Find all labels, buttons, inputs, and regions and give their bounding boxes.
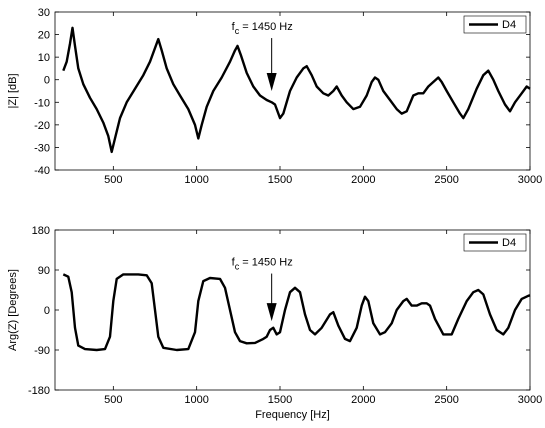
annotation: fc = 1450 Hz [232,21,293,36]
x-tick-label: 500 [104,394,122,406]
y-tick-label: 0 [44,75,50,87]
annotation-arrowhead [266,73,277,91]
x-tick-label: 500 [104,174,122,186]
y-tick-label: -20 [34,120,50,132]
axes-frame [54,11,531,171]
annotation-text: = 1450 Hz [239,21,293,33]
y-tick-label: 90 [38,265,50,277]
annotation-base: f [232,21,236,33]
annotation: fc = 1450 Hz [232,257,293,272]
y-tick-label: 10 [38,52,50,64]
y-axis-label: Arg(Z) [Degrees] [7,269,19,351]
x-tick-label: 2500 [434,394,458,406]
data-line [62,273,531,352]
y-tick-label: -180 [28,385,50,397]
y-tick-label: 180 [32,225,50,237]
x-tick-label: 2500 [434,174,458,186]
axes-frame [54,229,531,391]
x-tick-label: 3000 [518,174,542,186]
x-tick-label: 2000 [351,174,375,186]
legend-label: D4 [502,237,516,249]
legend-label: D4 [502,19,516,31]
y-tick-label: -10 [34,97,50,109]
y-axis-label: |Z| [dB] [7,73,19,108]
data-line [62,26,531,154]
annotation-base: f [232,257,236,269]
x-tick-label: 1000 [184,174,208,186]
x-tick-label: 3000 [518,394,542,406]
x-tick-label: 1000 [184,394,208,406]
y-tick-label: -30 [34,142,50,154]
x-tick-label: 1500 [268,174,292,186]
y-tick-label: 30 [38,7,50,19]
x-axis-label: Frequency [Hz] [255,409,330,421]
annotation-sub: c [235,26,240,36]
y-tick-label: -90 [34,345,50,357]
x-tick-label: 1500 [268,394,292,406]
x-tick-label: 2000 [351,394,375,406]
annotation-sub: c [235,262,240,272]
y-tick-label: 0 [44,305,50,317]
y-tick-label: 20 [38,30,50,42]
annotation-text: = 1450 Hz [239,257,293,269]
annotation-arrowhead [266,303,277,322]
y-tick-label: -40 [34,165,50,177]
